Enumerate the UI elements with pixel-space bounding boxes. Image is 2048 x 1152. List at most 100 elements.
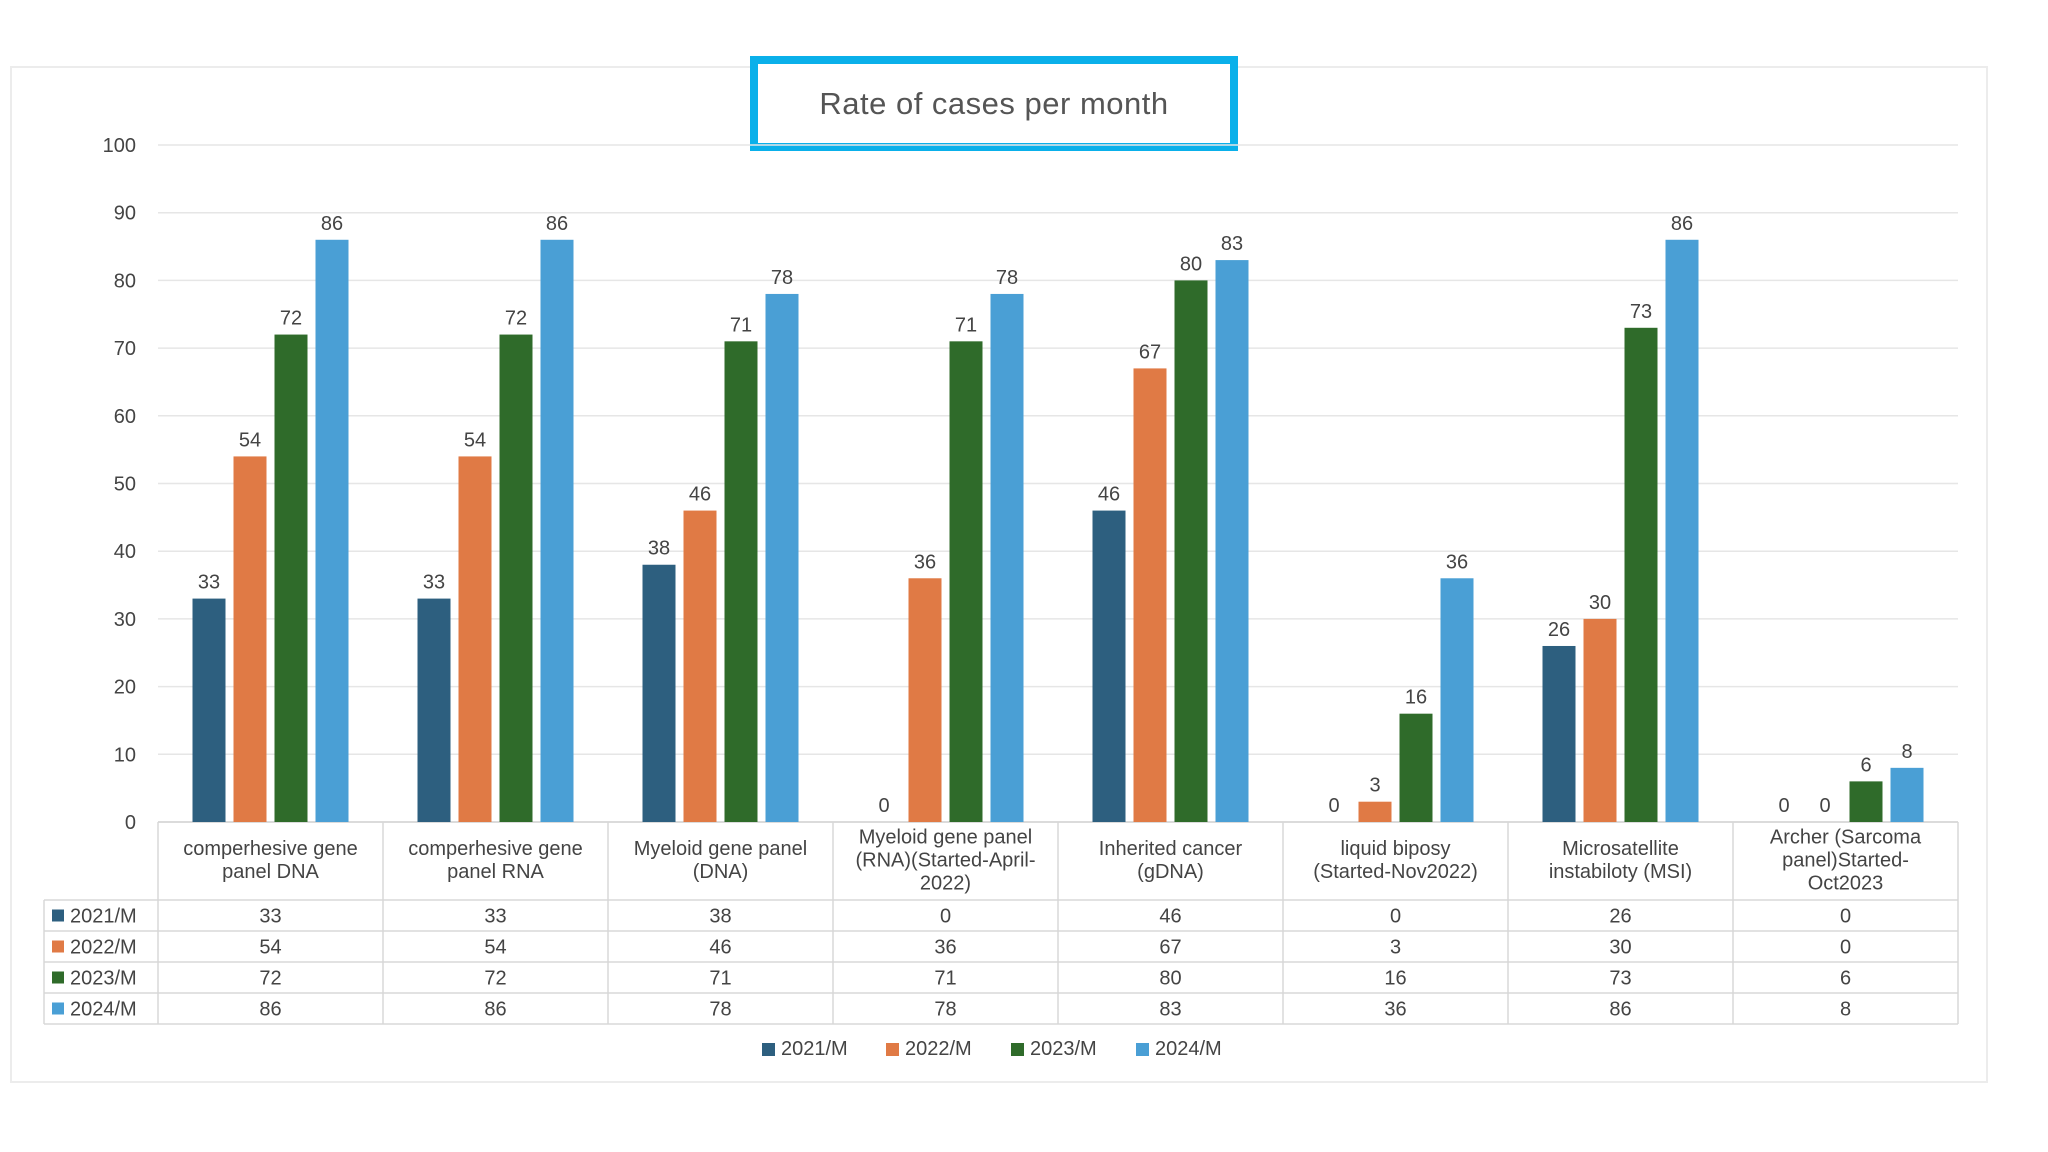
- x-category-label: (RNA)(Started-April-: [855, 850, 1035, 872]
- data-label: 0: [1819, 795, 1830, 817]
- data-label: 6: [1860, 754, 1871, 776]
- data-label: 46: [1098, 484, 1120, 506]
- bar-2022-m: [908, 578, 942, 822]
- table-cell: 86: [1609, 999, 1631, 1021]
- table-cell: 36: [934, 937, 956, 959]
- table-cell: 26: [1609, 906, 1631, 928]
- bar-2022-m: [1133, 368, 1167, 822]
- table-cell: 54: [259, 937, 281, 959]
- x-category-label: Microsatellite: [1562, 838, 1679, 860]
- data-label: 86: [546, 213, 568, 235]
- legend-entry: 2024/M: [1155, 1038, 1222, 1060]
- data-label: 30: [1589, 592, 1611, 614]
- bar-2024-m: [1440, 578, 1474, 822]
- data-label: 36: [914, 551, 936, 573]
- table-row-header: 2021/M: [70, 906, 137, 928]
- table-cell: 0: [940, 906, 951, 928]
- data-label: 3: [1369, 775, 1380, 797]
- data-label: 54: [239, 429, 261, 451]
- x-category-label: Archer (Sarcoma: [1770, 827, 1922, 849]
- x-category-label: instabiloty (MSI): [1549, 861, 1692, 883]
- data-label: 8: [1901, 741, 1912, 763]
- data-label: 86: [321, 213, 343, 235]
- y-tick-label: 10: [114, 744, 136, 766]
- bar-2024-m: [540, 239, 574, 822]
- bar-2023-m: [949, 341, 983, 822]
- y-tick-label: 80: [114, 270, 136, 292]
- bar-2021-m: [1092, 510, 1126, 822]
- x-category-label: Myeloid gene panel: [634, 838, 807, 860]
- table-cell: 46: [709, 937, 731, 959]
- legend-swatch: [1136, 1043, 1149, 1056]
- table-legend-key: [52, 940, 64, 953]
- y-tick-label: 30: [114, 609, 136, 631]
- x-category-label: (gDNA): [1137, 861, 1204, 883]
- x-category-label: liquid biposy: [1340, 838, 1450, 860]
- table-cell: 78: [709, 999, 731, 1021]
- bar-2021-m: [417, 598, 451, 822]
- table-legend-key: [52, 971, 64, 984]
- bar-2024-m: [315, 239, 349, 822]
- data-label: 0: [1778, 795, 1789, 817]
- data-label: 78: [771, 267, 793, 289]
- x-category-label: panel RNA: [447, 861, 544, 883]
- data-label: 0: [1328, 795, 1339, 817]
- table-row-header: 2023/M: [70, 968, 137, 990]
- legend-entry: 2023/M: [1030, 1038, 1097, 1060]
- x-category-label: Oct2023: [1808, 873, 1884, 895]
- table-legend-key: [52, 1002, 64, 1015]
- table-row-header: 2022/M: [70, 937, 137, 959]
- y-tick-label: 70: [114, 338, 136, 360]
- data-label: 73: [1630, 301, 1652, 323]
- legend-swatch: [762, 1043, 775, 1056]
- data-label: 33: [198, 572, 220, 594]
- data-label: 72: [280, 308, 302, 330]
- table-cell: 72: [484, 968, 506, 990]
- table-cell: 33: [484, 906, 506, 928]
- table-cell: 83: [1159, 999, 1181, 1021]
- table-cell: 78: [934, 999, 956, 1021]
- data-label: 67: [1139, 341, 1161, 363]
- x-category-label: comperhesive gene: [183, 838, 358, 860]
- table-cell: 38: [709, 906, 731, 928]
- table-cell: 71: [934, 968, 956, 990]
- x-category-label: comperhesive gene: [408, 838, 583, 860]
- data-label: 78: [996, 267, 1018, 289]
- x-category-label: panel)Started-: [1782, 850, 1909, 872]
- legend-swatch: [886, 1043, 899, 1056]
- x-category-label: Inherited cancer: [1099, 838, 1243, 860]
- bar-2024-m: [1665, 239, 1699, 822]
- table-legend-key: [52, 909, 64, 922]
- data-label: 86: [1671, 213, 1693, 235]
- data-label: 54: [464, 429, 486, 451]
- bar-2023-m: [1399, 713, 1433, 822]
- bar-2023-m: [1849, 781, 1883, 822]
- bar-2022-m: [458, 456, 492, 822]
- bar-2023-m: [1174, 280, 1208, 822]
- x-category-label: (DNA): [693, 861, 749, 883]
- table-cell: 86: [259, 999, 281, 1021]
- y-tick-label: 40: [114, 541, 136, 563]
- table-cell: 36: [1384, 999, 1406, 1021]
- data-label: 83: [1221, 233, 1243, 255]
- data-label: 26: [1548, 619, 1570, 641]
- table-cell: 0: [1390, 906, 1401, 928]
- bar-2022-m: [233, 456, 267, 822]
- table-cell: 0: [1840, 906, 1851, 928]
- table-cell: 71: [709, 968, 731, 990]
- table-cell: 3: [1390, 937, 1401, 959]
- data-label: 72: [505, 308, 527, 330]
- data-label: 16: [1405, 687, 1427, 709]
- legend-entry: 2021/M: [781, 1038, 848, 1060]
- x-category-label: Myeloid gene panel: [859, 827, 1032, 849]
- data-label: 36: [1446, 551, 1468, 573]
- bar-2022-m: [1583, 618, 1617, 822]
- y-tick-label: 100: [103, 135, 136, 157]
- bar-2021-m: [642, 564, 676, 822]
- table-cell: 33: [259, 906, 281, 928]
- bar-2024-m: [1890, 767, 1924, 822]
- table-cell: 54: [484, 937, 506, 959]
- bar-2023-m: [1624, 327, 1658, 822]
- bar-2024-m: [765, 293, 799, 822]
